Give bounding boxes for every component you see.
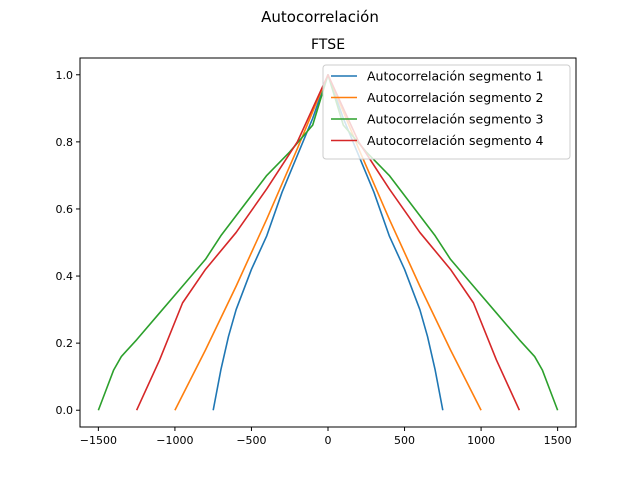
x-tick-label: −500 (236, 434, 266, 447)
x-tick-label: −1500 (80, 434, 117, 447)
y-tick-label: 1.0 (56, 69, 74, 82)
y-tick-label: 0.2 (56, 337, 74, 350)
x-tick-label: 1000 (467, 434, 495, 447)
legend-label-4: Autocorrelación segmento 4 (367, 133, 543, 148)
legend-label-1: Autocorrelación segmento 1 (367, 69, 543, 84)
chart-title: FTSE (311, 37, 345, 53)
axis-ticks: −1500 −1000 −500 0 500 1000 1500 0.0 0.2 0.4 0.6 0.… (56, 69, 572, 447)
x-tick-label: 1500 (544, 434, 572, 447)
figure-suptitle: Autocorrelación (261, 8, 379, 26)
x-tick-label: 0 (325, 434, 332, 447)
legend: Autocorrelación segmento 1 Autocorrelació… (322, 64, 571, 160)
legend-label-2: Autocorrelación segmento 2 (367, 90, 543, 105)
legend-box (322, 64, 571, 160)
y-tick-label: 0.8 (56, 136, 74, 149)
axes-frame (79, 57, 577, 428)
x-tick-label: −1000 (156, 434, 193, 447)
legend-label-3: Autocorrelación segmento 3 (367, 112, 543, 127)
y-tick-label: 0.4 (56, 270, 74, 283)
x-tick-label: 500 (394, 434, 415, 447)
y-tick-label: 0.0 (56, 404, 74, 417)
y-tick-label: 0.6 (56, 203, 74, 216)
